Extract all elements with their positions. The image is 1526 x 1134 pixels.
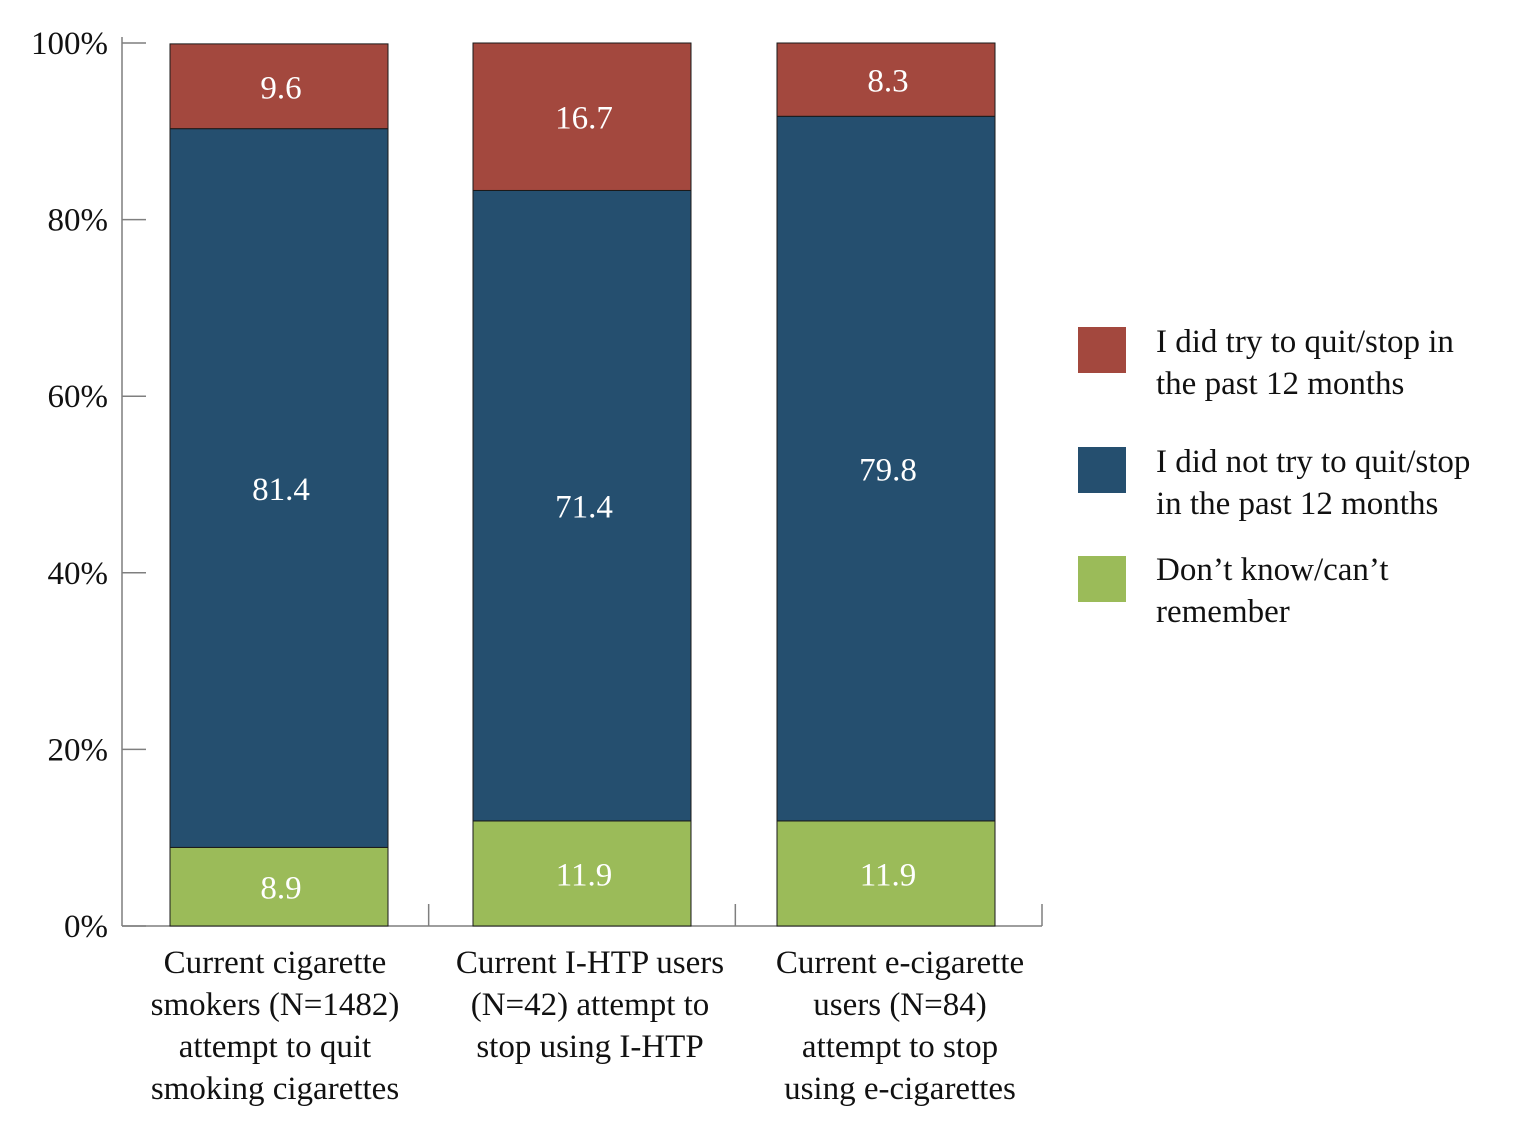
legend-label: Don’t know/can’t remember — [1156, 552, 1389, 630]
y-tick-label: 40% — [48, 556, 109, 592]
bar-segment — [472, 189, 692, 822]
bar-data-label: 8.3 — [867, 64, 908, 100]
y-tick-label: 100% — [31, 26, 108, 62]
bar-data-label: 8.9 — [260, 871, 301, 907]
legend-label: I did not try to quit/stop in the past 1… — [1156, 444, 1471, 522]
x-category-label: Current cigarette smokers (N=1482) attem… — [150, 945, 400, 1107]
bar-segment — [776, 42, 996, 117]
bar-segment — [776, 115, 996, 822]
bar-data-label: 71.4 — [555, 490, 613, 526]
bar-segment — [169, 846, 389, 927]
y-tick-label: 0% — [64, 909, 108, 945]
y-tick-label: 80% — [48, 203, 109, 239]
bar-data-label: 81.4 — [252, 472, 310, 508]
legend-swatch — [1078, 447, 1126, 493]
legend-swatch — [1078, 556, 1126, 602]
legend-label: I did try to quit/stop in the past 12 mo… — [1156, 324, 1454, 402]
bar-segment — [776, 820, 996, 927]
x-category-label: Current I-HTP users (N=42) attempt to st… — [455, 945, 725, 1065]
legend-swatch — [1078, 327, 1126, 373]
bar-segment — [472, 42, 692, 191]
bar-data-label: 11.9 — [860, 857, 917, 893]
y-tick-label: 60% — [48, 379, 109, 415]
bar-segment — [169, 128, 389, 848]
bar-segment — [472, 820, 692, 927]
bar-data-label: 9.6 — [260, 70, 301, 106]
y-tick-label: 20% — [48, 732, 109, 768]
bar-data-label: 11.9 — [556, 857, 613, 893]
bar-data-label: 79.8 — [859, 453, 917, 489]
bar-segment — [169, 43, 389, 130]
x-category-label: Current e-cigarette users (N=84) attempt… — [775, 945, 1025, 1107]
bar-data-label: 16.7 — [555, 101, 613, 137]
